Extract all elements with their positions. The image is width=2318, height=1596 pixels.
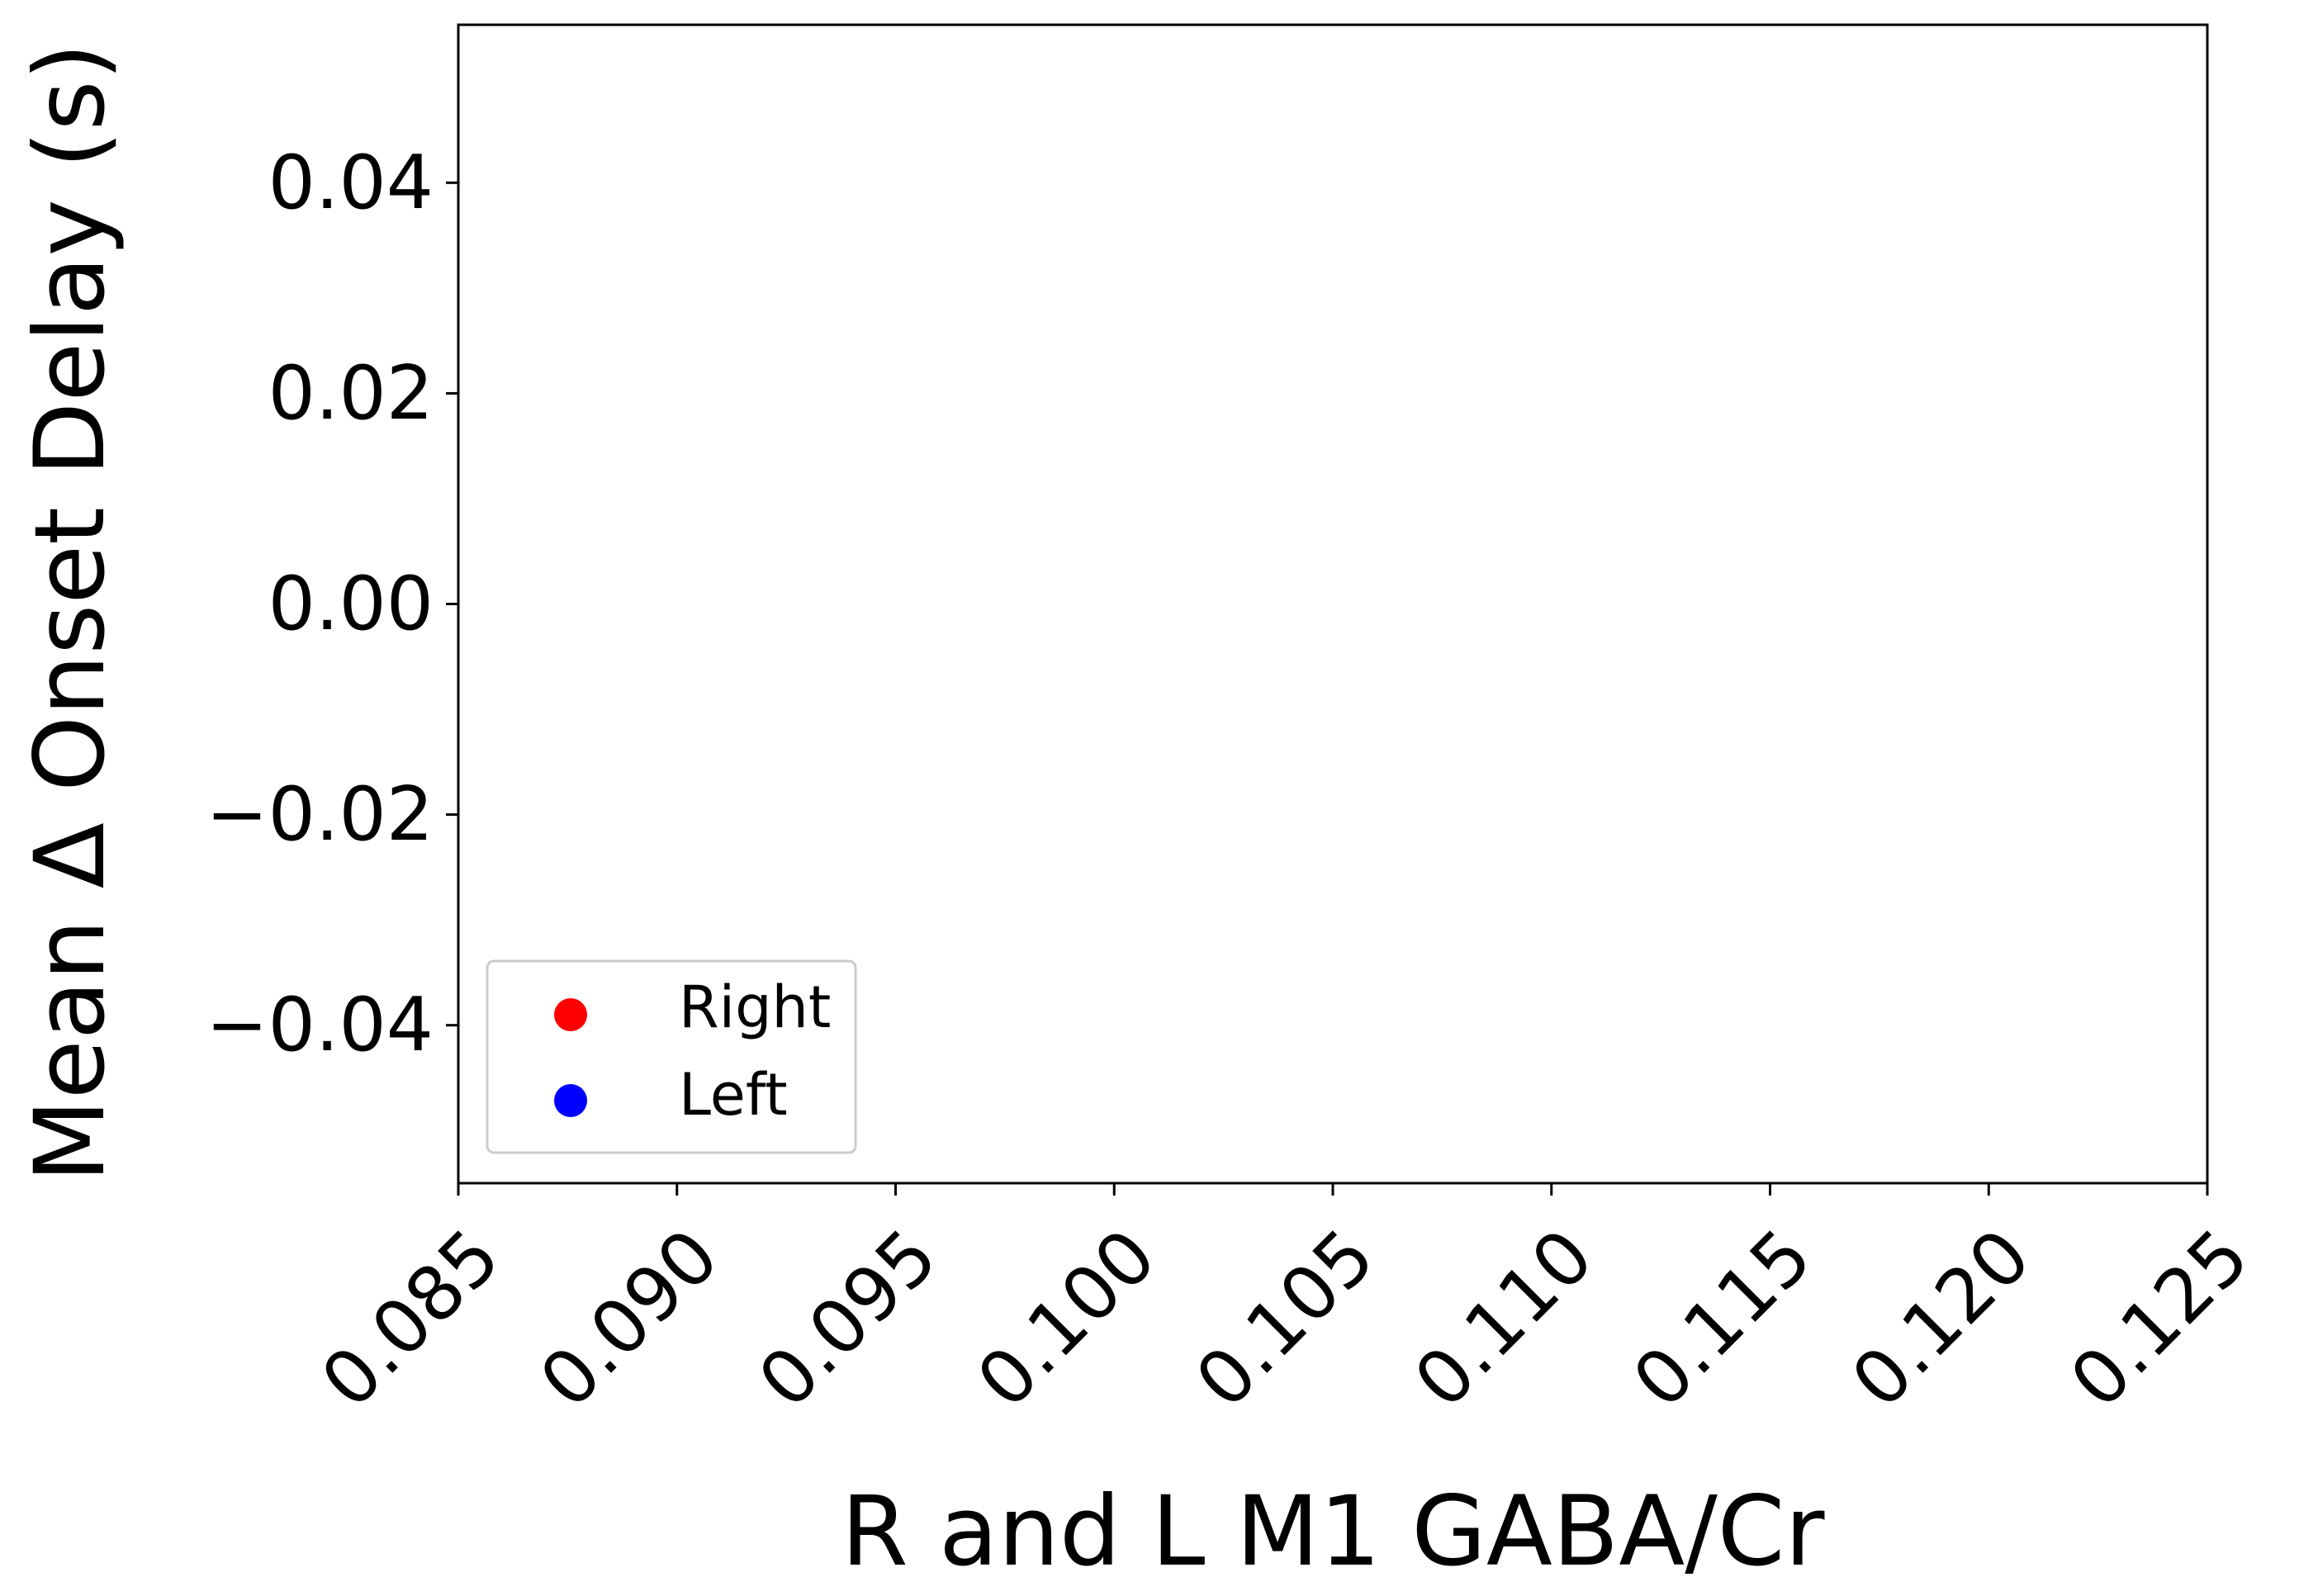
y-axis-ticks: 0.04 0.02 0.00 −0.02 −0.04 bbox=[206, 140, 458, 1068]
y-tick-label: 0.00 bbox=[268, 561, 434, 647]
y-tick-label: −0.02 bbox=[206, 771, 434, 858]
y-tick-label: 0.04 bbox=[268, 140, 434, 226]
legend-marker-left bbox=[554, 1084, 587, 1117]
x-axis-label: R and L M1 GABA/Cr bbox=[841, 1475, 1826, 1588]
legend-label-right: Right bbox=[679, 973, 831, 1041]
y-tick-label: −0.04 bbox=[206, 982, 434, 1068]
y-tick-label: 0.02 bbox=[268, 350, 434, 437]
legend: Right Left bbox=[486, 959, 857, 1154]
legend-marker-right bbox=[554, 998, 587, 1031]
y-axis-label: Mean Δ Onset Delay (s) bbox=[13, 43, 126, 1182]
legend-label-left: Left bbox=[679, 1061, 788, 1129]
